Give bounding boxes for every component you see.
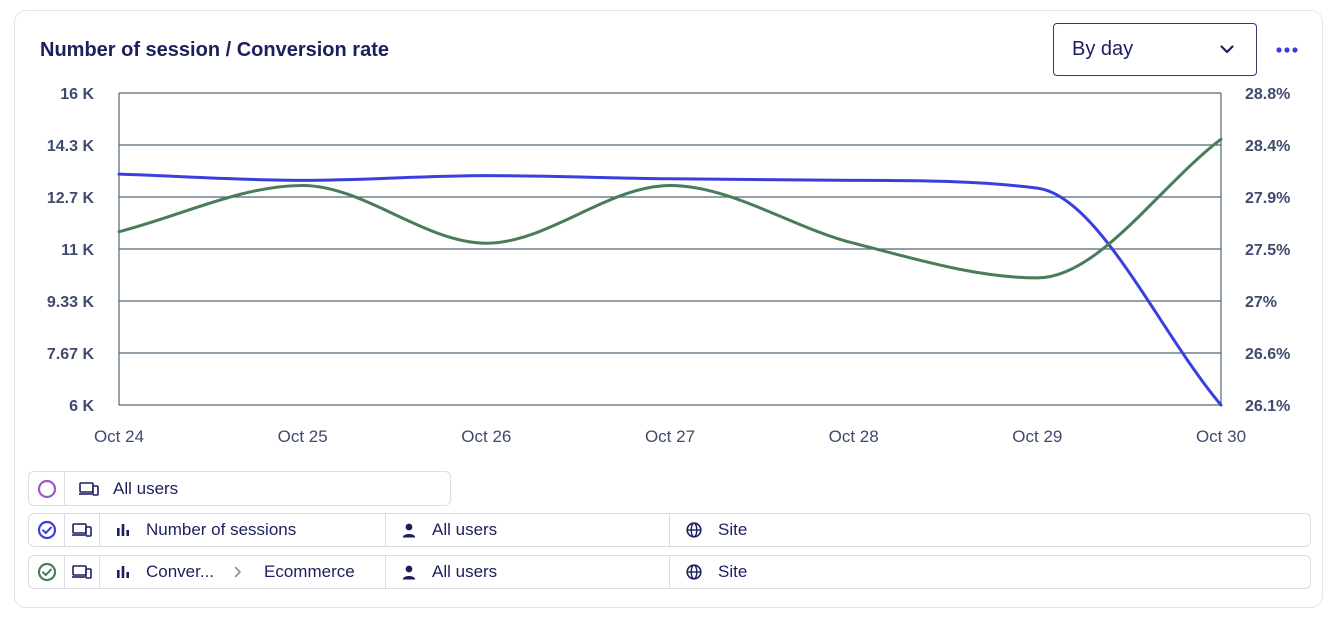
segment-label: All users	[432, 520, 498, 539]
devices-icon	[79, 481, 99, 497]
metric-cell[interactable]: Number of sessions	[100, 514, 386, 546]
more-horizontal-icon	[1276, 47, 1298, 53]
group-circle-icon	[37, 479, 57, 499]
legend-group-label-cell: All users	[65, 472, 178, 505]
devices-icon	[72, 564, 92, 580]
series-layer	[117, 137, 1223, 407]
x-tick-label: Oct 28	[829, 427, 879, 446]
bar-chart-icon	[116, 523, 130, 537]
series-toggle-conversion[interactable]	[29, 556, 65, 588]
y-left-tick-label: 16 K	[60, 86, 94, 103]
y-right-tick-label: 27.9%	[1245, 190, 1290, 207]
y-left-tick-label: 6 K	[69, 398, 94, 415]
period-select[interactable]: By day	[1053, 23, 1257, 76]
submetric-label: Ecommerce	[264, 562, 355, 581]
series-toggle-sessions[interactable]	[29, 514, 65, 546]
globe-icon	[686, 564, 702, 580]
legend-group-row[interactable]: All users	[28, 471, 451, 506]
chevron-down-icon	[1220, 45, 1234, 54]
chevron-right-icon	[234, 566, 242, 578]
y-right-tick-label: 26.6%	[1245, 346, 1290, 363]
user-icon	[402, 523, 416, 538]
scope-label: Site	[718, 520, 748, 539]
widget-card: Number of session / Conversion rate By d…	[14, 10, 1323, 608]
x-tick-label: Oct 27	[645, 427, 695, 446]
y-right-tick-label: 28.8%	[1245, 86, 1290, 103]
y-left-tick-label: 12.7 K	[47, 190, 95, 207]
legend-group-toggle[interactable]	[29, 472, 65, 505]
legend-series-row-sessions[interactable]: Number of sessions All users Site	[28, 513, 1311, 547]
metric-cell[interactable]: Conver... Ecommerce	[100, 556, 386, 588]
bar-chart-icon	[116, 565, 130, 579]
line-chart: 6 K 26.1% 7.67 K 26.6% 9.33 K 27% 11 K 27.5% 12.…	[47, 86, 1291, 446]
x-tick-label: Oct 25	[278, 427, 328, 446]
x-tick-label: Oct 26	[461, 427, 511, 446]
grid-layer	[118, 92, 1222, 406]
segment-cell[interactable]: All users	[386, 556, 670, 588]
segment-cell[interactable]: All users	[386, 514, 670, 546]
more-options-button[interactable]	[1272, 39, 1302, 61]
globe-icon	[686, 522, 702, 538]
legend-group-label: All users	[113, 478, 179, 498]
devices-icon	[72, 522, 92, 538]
widget-title: Number of session / Conversion rate	[40, 39, 389, 61]
legend-series-row-conversion[interactable]: Conver... Ecommerce All users Site	[28, 555, 1311, 589]
scope-cell[interactable]: Site	[670, 556, 1310, 588]
scope-cell[interactable]: Site	[670, 514, 1310, 546]
y-left-tick-label: 9.33 K	[47, 294, 95, 311]
y-left-tick-label: 11 K	[61, 242, 94, 259]
check-circle-icon	[37, 520, 57, 540]
device-cell[interactable]	[65, 556, 100, 588]
series-line-sessions	[117, 172, 1223, 407]
x-tick-label: Oct 29	[1012, 427, 1062, 446]
device-cell[interactable]	[65, 514, 100, 546]
period-select-value: By day	[1072, 38, 1134, 60]
x-tick-label: Oct 24	[94, 427, 144, 446]
scope-label: Site	[718, 562, 748, 581]
user-icon	[402, 565, 416, 580]
x-tick-label: Oct 30	[1196, 427, 1246, 446]
segment-label: All users	[432, 562, 498, 581]
metric-label: Number of sessions	[146, 520, 297, 539]
y-left-tick-label: 14.3 K	[47, 138, 95, 155]
label-layer: 6 K 26.1% 7.67 K 26.6% 9.33 K 27% 11 K 27.5% 12.…	[47, 86, 1291, 446]
y-left-tick-label: 7.67 K	[47, 346, 95, 363]
series-line-conversion	[117, 137, 1223, 280]
check-circle-icon	[37, 562, 57, 582]
metric-label: Conver...	[146, 562, 215, 581]
y-right-tick-label: 27.5%	[1245, 242, 1290, 259]
y-right-tick-label: 26.1%	[1245, 398, 1290, 415]
y-right-tick-label: 28.4%	[1245, 138, 1290, 155]
y-right-tick-label: 27%	[1245, 294, 1277, 311]
